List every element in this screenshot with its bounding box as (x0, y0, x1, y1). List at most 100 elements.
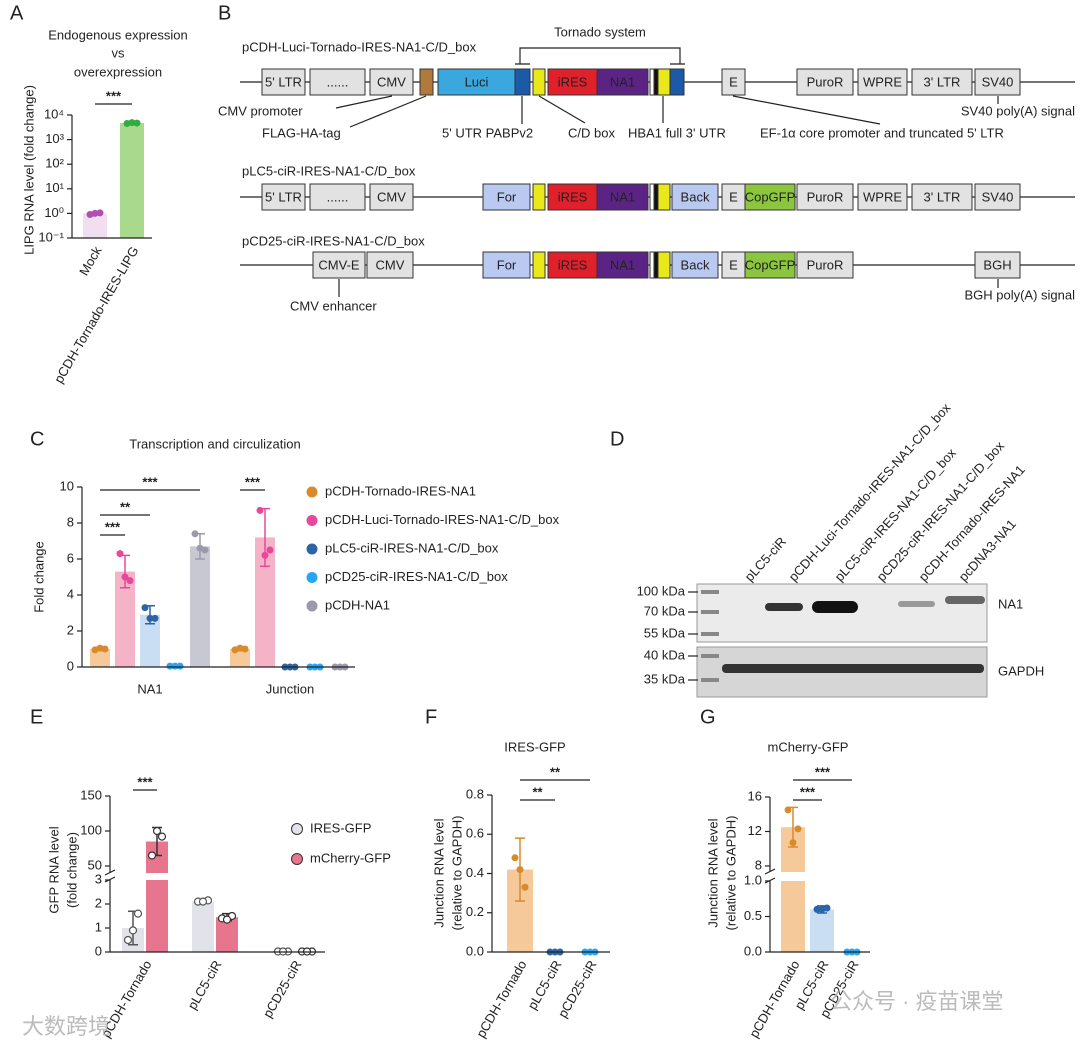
y-tick-label: 0.6 (466, 826, 484, 841)
panel-label: A (10, 2, 24, 24)
legend-marker (306, 515, 318, 526)
legend-marker (291, 823, 303, 835)
element-box (649, 183, 655, 211)
bar (192, 901, 214, 952)
ladder-band (701, 678, 719, 682)
data-point (171, 662, 179, 670)
legend-label: pCDH-Tornado-IRES-NA1 (325, 483, 476, 498)
bar (83, 213, 107, 238)
annotation-label: EF-1α core promoter and truncated 5' LTR (760, 125, 1004, 140)
element-label: WPRE (863, 74, 902, 89)
element-box (796, 68, 854, 96)
legend-marker (306, 543, 318, 555)
element-box (657, 251, 671, 279)
element-box (649, 251, 655, 279)
annotation-label: HBA1 full 3' UTR (628, 125, 726, 140)
y-tick-label: 0 (67, 658, 74, 673)
significance-label: ** (550, 764, 561, 779)
legend-marker (306, 572, 318, 583)
y-tick-label: 6 (67, 550, 74, 565)
bracket (515, 47, 685, 65)
element-box (369, 183, 414, 211)
element-label: Luci (465, 74, 489, 89)
bar (90, 649, 110, 667)
construct-name: pCD25-ciR-IRES-NA1-C/D_box (242, 233, 425, 248)
element-box (532, 251, 546, 279)
element-label: SV40 (982, 74, 1014, 89)
ladder-band (701, 590, 719, 594)
element-box (657, 68, 671, 96)
bar (146, 841, 168, 952)
element-label: NA1 (610, 189, 635, 204)
panel-label: E (30, 706, 43, 728)
element-box (911, 68, 973, 96)
legend-label: pCD25-ciR-IRES-NA1-C/D_box (325, 569, 508, 584)
protein-band (898, 601, 935, 607)
data-point (222, 915, 232, 924)
element-box (911, 183, 973, 211)
element-label: CopGFP (745, 189, 796, 204)
element-label: CopGFP (745, 257, 796, 272)
y-tick-label: 0.2 (466, 904, 484, 919)
y-tick-label: 0.5 (744, 908, 762, 923)
element-box (671, 183, 719, 211)
panel-label: B (218, 2, 231, 24)
data-point (266, 546, 274, 554)
significance-label: *** (142, 474, 158, 489)
element-label: CMV (377, 189, 406, 204)
element-box (261, 68, 306, 96)
annotation-label: C/D box (568, 125, 615, 140)
data-point (128, 926, 138, 935)
element-label: For (497, 189, 517, 204)
y-tick-label: 150 (80, 787, 102, 802)
annotation-label: FLAG-HA-tag (262, 125, 341, 140)
y-tick-label: 100 (80, 822, 102, 837)
element-label: ...... (327, 189, 349, 204)
bar (216, 917, 238, 952)
element-box (532, 183, 546, 211)
element-label: PuroR (807, 189, 844, 204)
marker-label: 70 kDa (644, 603, 686, 618)
y-tick-label: 0 (95, 943, 102, 958)
y-tick-label: 8 (67, 514, 74, 529)
element-label: CMV (376, 257, 405, 272)
y-tick-label: 16 (748, 788, 762, 803)
element-box (369, 68, 414, 96)
data-point (157, 832, 167, 841)
bracket-label: Tornado system (554, 24, 646, 39)
y-tick-label: 10⁴ (44, 106, 64, 121)
data-point (191, 530, 199, 538)
element-box (744, 183, 796, 211)
element-label: 5' LTR (265, 189, 302, 204)
data-point (152, 826, 162, 836)
panel-label: C (30, 428, 44, 450)
y-tick-label: 3 (95, 871, 102, 886)
legend-label: mCherry-GFP (310, 850, 391, 865)
element-label: NA1 (610, 257, 635, 272)
element-label: CMV-E (318, 257, 360, 272)
annotation-line (335, 95, 393, 109)
marker-label: 100 kDa (637, 583, 686, 598)
ladder-band (701, 654, 719, 658)
element-label: WPRE (863, 189, 902, 204)
element-label: Back (681, 189, 710, 204)
y-tick-label: 8 (755, 857, 762, 872)
y-tick-label: 1 (95, 919, 102, 934)
bar (781, 827, 805, 952)
element-box (653, 68, 659, 96)
element-label: iRES (558, 74, 588, 89)
element-label: 3' LTR (924, 74, 961, 89)
ladder-band (701, 610, 719, 614)
y-axis-label: GFP RNA level (46, 826, 61, 913)
element-box (532, 68, 546, 96)
chart-title: mCherry-GFP (768, 739, 849, 754)
y-axis-label: (fold change) (64, 832, 79, 908)
element-label: CMV (377, 74, 406, 89)
y-tick-label: 12 (748, 823, 762, 838)
significance-label: *** (815, 764, 831, 779)
data-point (141, 604, 149, 612)
y-tick-label: 0.0 (744, 943, 762, 958)
legend-label: pLC5-ciR-IRES-NA1-C/D_box (325, 540, 499, 555)
element-box (547, 183, 598, 211)
y-axis-label: (relative to GAPDH) (449, 816, 464, 931)
